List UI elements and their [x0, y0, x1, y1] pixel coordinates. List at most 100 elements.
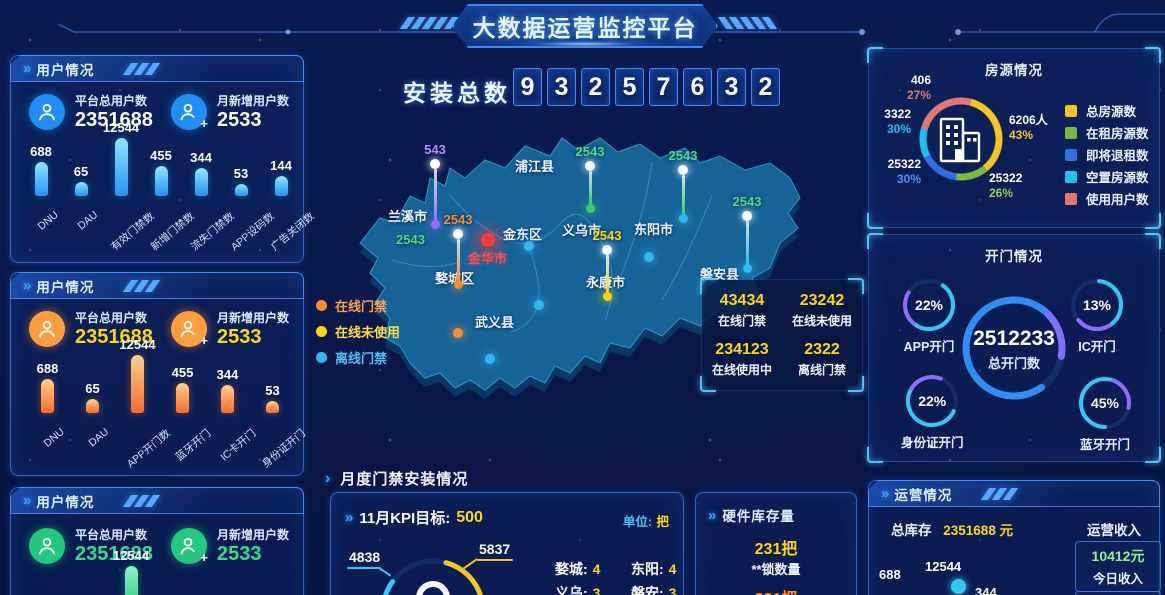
region-map: 兰溪市 浦江县 金东区 义乌市 东阳市 磐安县 婺城区 金华市 永康市 武义县 …: [300, 100, 864, 460]
stat-unused: 23242 在线未使用: [791, 292, 852, 328]
stat-value: 2533: [217, 109, 262, 131]
access-stats-box: 43434 在线门禁 23242 在线未使用 234123 在线使用中 2322 离线门…: [700, 278, 864, 392]
counter-digit: 3: [547, 68, 576, 106]
chevrons-icon: »: [23, 277, 31, 294]
housing-legend-item[interactable]: 在租房源数: [1065, 123, 1149, 142]
chevrons-icon: »: [23, 60, 31, 77]
donut-callout: 3322 30%: [884, 107, 911, 136]
total-door-count: 2512233 总开门数: [973, 327, 1055, 371]
gauge-idcard: 22% 身份证开门: [901, 373, 964, 451]
map-pin-lanxi[interactable]: 543: [413, 142, 457, 229]
map-pin-dongyang[interactable]: 2543: [661, 148, 705, 223]
banner-right-stripes: [717, 17, 778, 29]
income-label: 运营收入: [1087, 523, 1141, 538]
hardware-value-1: 231把: [754, 541, 798, 558]
bar: 688 DNU: [36, 361, 67, 450]
gauge-app: 22% APP开门: [901, 277, 957, 355]
open-method-bar-chart: 688 DNU 65 DAU 12544 APP开门数 455 蓝牙开门 344 IC卡开…: [25, 337, 308, 470]
mini-bar-value: 12544: [925, 559, 962, 574]
header-stripes: [981, 487, 1019, 500]
kpi-stat-yiwu: 义乌: 3: [555, 585, 601, 595]
monthly-section-title: › 月度门禁安装情况: [325, 469, 469, 489]
legend-item-offline[interactable]: 离线门禁: [316, 348, 387, 367]
user-icon: [29, 94, 65, 130]
housing-donut-chart: [919, 97, 1003, 181]
lock-icon: [416, 581, 450, 595]
stat-total-users: 平台总用户数 2351688: [29, 526, 153, 566]
housing-legend-item[interactable]: 总房源数: [1065, 101, 1136, 120]
stat-value: 2351688: [75, 109, 153, 131]
city-label-jinhua[interactable]: 金华市: [468, 251, 508, 266]
stat-label: 平台总用户数: [75, 311, 148, 325]
donut-callout: 25322 26%: [989, 171, 1023, 200]
legend-item-online[interactable]: 在线门禁: [316, 296, 387, 315]
bar: 65 DAU: [85, 381, 112, 450]
map-dot: [485, 354, 495, 364]
kpi-lock-ring: [380, 558, 486, 595]
counter-digit: 5: [615, 68, 644, 106]
callout-right-line: [477, 559, 513, 561]
green-bar-chart: 12544: [111, 548, 151, 595]
bar: 12544: [111, 548, 151, 595]
gauge-bluetooth: 45% 蓝牙开门: [1077, 375, 1133, 453]
panel-title: 用户情况: [36, 494, 95, 510]
donut-callout: 6206人 43%: [1009, 113, 1048, 142]
panel-monthly-kpi: » 11月KPI目标: 500 单位: 把 4838 5837 婺城: 4: [330, 492, 684, 595]
hardware-label-1: **锁数量: [751, 562, 801, 577]
stat-total-users: 平台总用户数 2351688: [29, 92, 153, 132]
banner-flare: [500, 40, 670, 48]
stat-offline: 2322 离线门禁: [797, 341, 846, 377]
city-label-yiwu[interactable]: 义乌市: [562, 223, 602, 238]
panel-title: 运营情况: [894, 487, 953, 503]
user-icon: [29, 311, 65, 347]
housing-legend-item[interactable]: 空置房源数: [1065, 167, 1149, 186]
map-pin-yongkang[interactable]: 2543: [585, 228, 629, 301]
chevrons-icon: »: [23, 492, 31, 509]
panel-users-green: » 用户情况 平台总用户数 2351688 + 月新增用户数 2533 1254…: [10, 487, 304, 595]
city-label-dongyang[interactable]: 东阳市: [634, 222, 674, 237]
stat-total-users: 平台总用户数 2351688: [29, 309, 153, 349]
kpi-label: 11月KPI目标:: [359, 510, 451, 527]
counter-digit: 6: [683, 68, 712, 106]
donut-callout: 25322 30%: [887, 157, 921, 186]
housing-legend-item[interactable]: 即将退租数: [1065, 145, 1149, 164]
panel-users-access: » 用户情况 平台总用户数 2351688 + 月新增用户数 2533 688 D…: [10, 55, 317, 263]
panel-operation: » 运营情况 总库存 2351688 元 运营收入 10412元 今日收入 12…: [868, 480, 1161, 595]
banner-left-stripes: [399, 17, 460, 29]
map-dot: [534, 300, 544, 310]
header-stripes: [123, 62, 161, 75]
install-total-counter: 9 3 2 5 7 6 3 2: [513, 68, 780, 106]
map-pin-jinhua[interactable]: 2543: [436, 212, 480, 289]
legend-dot: [316, 352, 327, 363]
bar: 12544 APP开门数: [119, 337, 174, 471]
stock-label: 总库存: [891, 523, 932, 538]
callout-left-line: [347, 567, 381, 569]
kpi-stat-dongyang: 东阳: 4: [631, 561, 677, 577]
map-pin-panan[interactable]: 2543: [725, 194, 769, 273]
city-label-wucheng[interactable]: 婺城区: [435, 271, 475, 286]
panel-title: 房源情况: [985, 63, 1043, 78]
city-label-wuyi[interactable]: 武义县: [475, 315, 515, 330]
panel-hardware: » 硬件库存量 231把 **锁数量 321把: [695, 492, 857, 595]
bar: 12544 有效门禁数: [102, 120, 157, 254]
city-label-jindong[interactable]: 金东区: [503, 227, 543, 242]
stock-value: 2351688 元: [943, 523, 1014, 538]
stat-value: 2533: [217, 543, 262, 565]
legend-item-unused[interactable]: 在线未使用: [316, 322, 400, 341]
mini-bar-top: [951, 579, 966, 594]
city-label-pujiang[interactable]: 浦江县: [515, 159, 555, 174]
stat-online: 43434 在线门禁: [717, 292, 766, 328]
arrow-icon: ›: [325, 469, 332, 487]
panel-users-open: » 用户情况 平台总用户数 2351688 + 月新增用户数 2533 688 D…: [10, 272, 308, 476]
bar: 344 IC卡开门: [216, 367, 258, 464]
chevrons-icon: »: [345, 509, 353, 526]
map-shape: [359, 137, 801, 399]
counter-digit: 7: [649, 68, 678, 106]
counter-digit: 9: [513, 68, 542, 106]
housing-legend-item[interactable]: 使用用户数: [1065, 189, 1149, 208]
city-label-lanxi[interactable]: 兰溪市: [388, 209, 428, 224]
map-pin-yiwu[interactable]: 2543: [568, 144, 612, 213]
counter-digit: 2: [751, 68, 780, 106]
bar: 144 广告关闭数: [268, 158, 317, 254]
stat-inuse: 234123 在线使用中: [711, 341, 772, 377]
